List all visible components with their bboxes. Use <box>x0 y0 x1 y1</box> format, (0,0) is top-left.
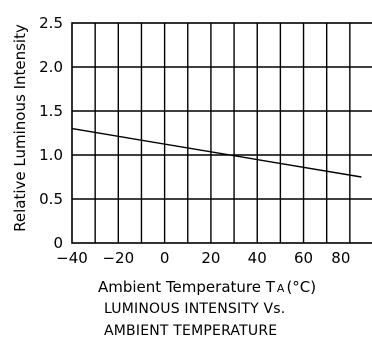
x-tick-label: −40 <box>56 249 88 267</box>
series-line <box>71 127 362 178</box>
y-tick-label: 0 <box>53 234 63 252</box>
series-layer <box>71 127 362 178</box>
caption-line-1: LUMINOUS INTENSITY Vs. <box>104 301 285 317</box>
plot-border <box>71 22 372 244</box>
y-tick-label: 2.0 <box>39 58 63 76</box>
x-tick-label: 40 <box>248 249 267 267</box>
y-axis-title: Relative Luminous Intensity <box>11 24 29 232</box>
x-axis-title: Ambient Temperature T A (°C) <box>98 278 316 296</box>
x-tick-label: −20 <box>102 249 134 267</box>
caption-line-2: AMBIENT TEMPERATURE <box>104 323 277 339</box>
x-axis-title-main: Ambient Temperature T <box>98 278 276 296</box>
plot-frame <box>71 22 372 244</box>
x-axis-title-sub: A <box>277 282 285 295</box>
y-tick-label: 0.5 <box>39 190 63 208</box>
x-tick-labels: −40−2002040608090 <box>56 249 350 267</box>
x-tick-label: 80 <box>331 249 350 267</box>
x-tick-label: 0 <box>160 249 170 267</box>
x-tick-label: 60 <box>294 249 313 267</box>
grid <box>72 23 372 243</box>
y-tick-label: 1.5 <box>39 102 63 120</box>
x-axis-title-unit: (°C) <box>286 278 316 296</box>
y-tick-label: 1.0 <box>39 146 63 164</box>
x-tick-label: 20 <box>201 249 220 267</box>
y-tick-label: 2.5 <box>39 14 63 32</box>
y-tick-labels: 0 0.5 1.0 1.5 2.0 2.5 <box>39 14 63 252</box>
